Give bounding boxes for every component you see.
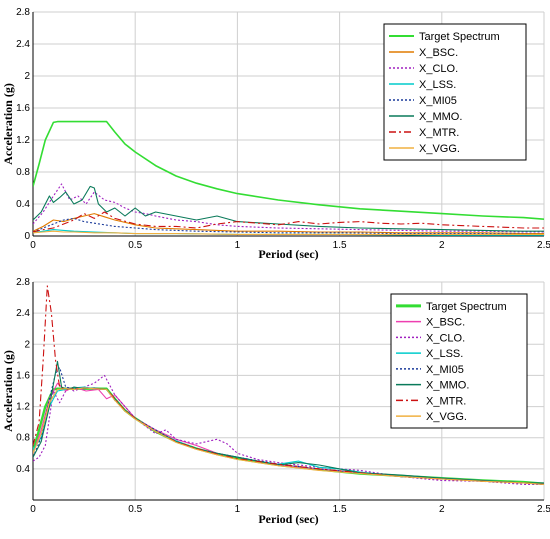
legend-label: X_LSS. <box>419 79 456 91</box>
y-tick-label: 0 <box>24 231 30 242</box>
x-tick-label: 1.5 <box>333 504 347 515</box>
x-tick-label: 1.5 <box>333 240 347 251</box>
legend-box <box>383 23 527 161</box>
y-tick-label: 0.4 <box>16 464 30 475</box>
y-tick-label: 2.4 <box>16 308 30 319</box>
y-tick-label: 2.8 <box>16 277 30 288</box>
legend-label: X_LSS. <box>426 348 463 360</box>
legend: Target Spectrum X_BSC. X_CLO. X_LSS. X_MI05 X… <box>383 23 527 161</box>
legend-label: X_BSC. <box>426 317 465 329</box>
y-tick-label: 2.8 <box>16 7 30 18</box>
legend: Target Spectrum X_BSC. X_CLO. X_LSS. X_MI05 X… <box>390 293 528 429</box>
y-tick-label: 0.4 <box>16 199 30 210</box>
y-axis-title: Acceleration (g) <box>1 83 15 165</box>
legend-label: X_BSC. <box>419 47 458 59</box>
series-group <box>33 285 544 485</box>
chart-bottom: 0 0.5 1 1.5 2 2.5 0.4 0.8 1.2 1.6 2 2.4 2.8 Period (s… <box>1 277 550 526</box>
legend-label: Target Spectrum <box>419 31 500 43</box>
legend-label: X_MMO. <box>426 380 469 392</box>
legend-label: X_MI05 <box>419 95 457 107</box>
y-tick-label: 1.6 <box>16 370 30 381</box>
series-line-target-spectrum <box>33 120 544 220</box>
x-axis-title: Period (sec) <box>258 512 318 526</box>
y-axis-title: Acceleration (g) <box>1 350 15 432</box>
y-tick-label: 0.8 <box>16 167 30 178</box>
legend-label: X_MI05 <box>426 364 464 376</box>
x-tick-label: 1 <box>235 240 241 251</box>
x-tick-label: 1 <box>235 504 241 515</box>
legend-box <box>390 293 528 429</box>
x-tick-label: 2 <box>439 240 445 251</box>
y-tick-label: 2.4 <box>16 39 30 50</box>
y-tick-label: 2 <box>24 71 30 82</box>
x-tick-label: 2 <box>439 504 445 515</box>
x-axis-title: Period (sec) <box>258 247 318 261</box>
y-tick-label: 0.8 <box>16 433 30 444</box>
series-line-x-mtr <box>33 211 544 233</box>
x-tick-label: 0.5 <box>128 240 142 251</box>
legend-label: Target Spectrum <box>426 301 507 313</box>
y-tick-label: 2 <box>24 339 30 350</box>
x-tick-label: 2.5 <box>537 504 550 515</box>
series-line-x-vgg <box>33 230 544 235</box>
legend-label: X_CLO. <box>419 63 458 75</box>
legend-label: X_MMO. <box>419 111 462 123</box>
x-tick-label: 2.5 <box>537 240 550 251</box>
legend-label: X_VGG. <box>426 411 467 423</box>
legend-label: X_CLO. <box>426 332 465 344</box>
y-tick-label: 1.2 <box>16 135 30 146</box>
series-group <box>33 120 544 236</box>
y-tick-label: 1.2 <box>16 402 30 413</box>
legend-label: X_MTR. <box>419 127 459 139</box>
legend-label: X_MTR. <box>426 395 466 407</box>
series-line-x-bsc <box>33 213 544 235</box>
x-tick-label: 0 <box>30 504 36 515</box>
legend-label: X_VGG. <box>419 143 460 155</box>
series-line-x-mmo <box>33 185 544 232</box>
y-tick-label: 1.6 <box>16 103 30 114</box>
x-tick-label: 0 <box>30 240 36 251</box>
series-line-x-vgg <box>33 387 544 485</box>
chart-top: 0 0.5 1 1.5 2 2.5 0 0.4 0.8 1.2 1.6 2 2.4 2.8 Period (… <box>1 7 550 261</box>
x-tick-label: 0.5 <box>128 504 142 515</box>
